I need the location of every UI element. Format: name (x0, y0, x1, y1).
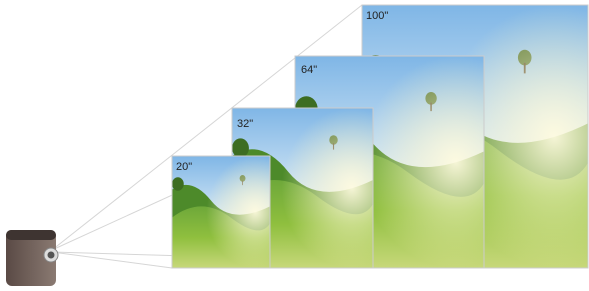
screen-size-label: 100" (366, 10, 388, 22)
page: 100" 64" 32" 20" (() => { const data = J… (0, 0, 589, 291)
projector (6, 230, 58, 286)
projector-illustration: 100" 64" 32" 20" (0, 0, 589, 291)
screen-size-label: 64" (301, 64, 317, 76)
ray (52, 252, 172, 268)
screen-20: 20" (172, 156, 270, 268)
screen-size-label: 20" (176, 161, 192, 173)
screen-size-label: 32" (237, 118, 253, 130)
